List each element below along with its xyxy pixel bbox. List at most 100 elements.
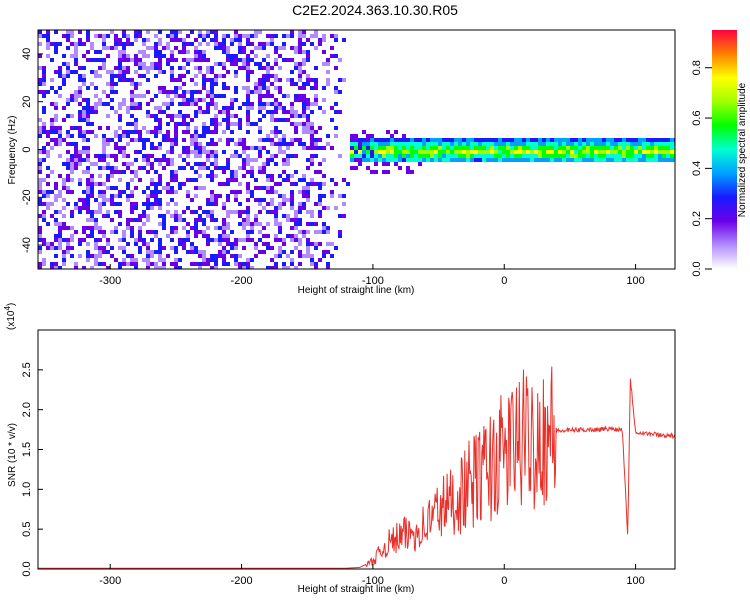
heatmap-cell <box>142 50 146 54</box>
heatmap-cell <box>186 154 190 158</box>
heatmap-cell <box>358 158 362 162</box>
heatmap-cell <box>234 254 238 258</box>
heatmap-cell <box>70 54 74 58</box>
heatmap-cell <box>110 166 114 170</box>
heatmap-cell <box>178 122 182 126</box>
heatmap-cell <box>422 154 426 158</box>
heatmap-cell <box>110 186 114 190</box>
heatmap-cell <box>98 246 102 250</box>
heatmap-cell <box>226 262 230 266</box>
heatmap-cell <box>294 154 298 158</box>
heatmap-cell <box>402 138 406 142</box>
x-tick-label: -300 <box>99 275 121 287</box>
heatmap-cell <box>362 138 366 142</box>
heatmap-cell <box>102 150 106 154</box>
heatmap-cell <box>210 70 214 74</box>
heatmap-cell <box>146 46 150 50</box>
heatmap-cell <box>618 138 622 142</box>
heatmap-cell <box>122 70 126 74</box>
heatmap-cell <box>166 214 170 218</box>
heatmap-cell <box>186 246 190 250</box>
heatmap-cell <box>334 182 338 186</box>
heatmap-cell <box>294 138 298 142</box>
heatmap-cell <box>202 86 206 90</box>
heatmap-cell <box>158 90 162 94</box>
heatmap-cell <box>274 130 278 134</box>
heatmap-cell <box>218 234 222 238</box>
heatmap-cell <box>298 202 302 206</box>
heatmap-cell <box>66 142 70 146</box>
heatmap-cell <box>298 218 302 222</box>
heatmap-cell <box>122 162 126 166</box>
heatmap-cell <box>278 182 282 186</box>
heatmap-cell <box>578 146 582 150</box>
heatmap-cell <box>222 110 226 114</box>
heatmap-cell <box>602 154 606 158</box>
heatmap-cell <box>118 194 122 198</box>
heatmap-cell <box>214 114 218 118</box>
heatmap-cell <box>226 106 230 110</box>
heatmap-cell <box>370 158 374 162</box>
heatmap-cell <box>382 150 386 154</box>
heatmap-cell <box>298 34 302 38</box>
heatmap-cell <box>538 146 542 150</box>
heatmap-cell <box>82 130 86 134</box>
heatmap-cell <box>62 206 66 210</box>
heatmap-cell <box>310 86 314 90</box>
heatmap-cell <box>54 90 58 94</box>
heatmap-cell <box>158 246 162 250</box>
heatmap-cell <box>230 210 234 214</box>
heatmap-cell <box>466 142 470 146</box>
heatmap-cell <box>382 138 386 142</box>
heatmap-cell <box>210 122 214 126</box>
heatmap-cell <box>598 158 602 162</box>
heatmap-cell <box>154 170 158 174</box>
heatmap-cell <box>294 182 298 186</box>
heatmap-cell <box>46 34 50 38</box>
heatmap-cell <box>210 82 214 86</box>
heatmap-cell <box>538 154 542 158</box>
heatmap-cell <box>290 114 294 118</box>
heatmap-cell <box>290 110 294 114</box>
heatmap-cell <box>130 226 134 230</box>
heatmap-cell <box>98 74 102 78</box>
heatmap-cell <box>190 250 194 254</box>
heatmap-cell <box>66 38 70 42</box>
heatmap-cell <box>242 106 246 110</box>
heatmap-cell <box>90 46 94 50</box>
heatmap-cell <box>234 34 238 38</box>
heatmap-cell <box>306 106 310 110</box>
heatmap-cell <box>226 34 230 38</box>
heatmap-cell <box>282 194 286 198</box>
heatmap-cell <box>50 266 54 269</box>
heatmap-cell <box>282 266 286 269</box>
heatmap-cell <box>198 206 202 210</box>
heatmap-cell <box>122 110 126 114</box>
heatmap-cell <box>90 210 94 214</box>
heatmap-cell <box>490 150 494 154</box>
heatmap-cell <box>282 242 286 246</box>
heatmap-cell <box>506 158 510 162</box>
heatmap-cell <box>238 46 242 50</box>
heatmap-cell <box>186 130 190 134</box>
heatmap-cell <box>110 58 114 62</box>
heatmap-cell <box>546 138 550 142</box>
heatmap-cell <box>182 98 186 102</box>
heatmap-cell <box>258 202 262 206</box>
heatmap-cell <box>114 46 118 50</box>
heatmap-cell <box>82 110 86 114</box>
heatmap-cell <box>514 154 518 158</box>
heatmap-cell <box>286 218 290 222</box>
heatmap-cell <box>46 154 50 158</box>
heatmap-cell <box>102 186 106 190</box>
heatmap-cell <box>258 78 262 82</box>
heatmap-cell <box>654 154 658 158</box>
heatmap-cell <box>86 182 90 186</box>
heatmap-cell <box>246 86 250 90</box>
heatmap-cell <box>166 210 170 214</box>
heatmap-cell <box>254 86 258 90</box>
heatmap-cell <box>342 78 346 82</box>
heatmap-cells <box>38 30 675 269</box>
heatmap-cell <box>670 154 674 158</box>
heatmap-cell <box>166 202 170 206</box>
